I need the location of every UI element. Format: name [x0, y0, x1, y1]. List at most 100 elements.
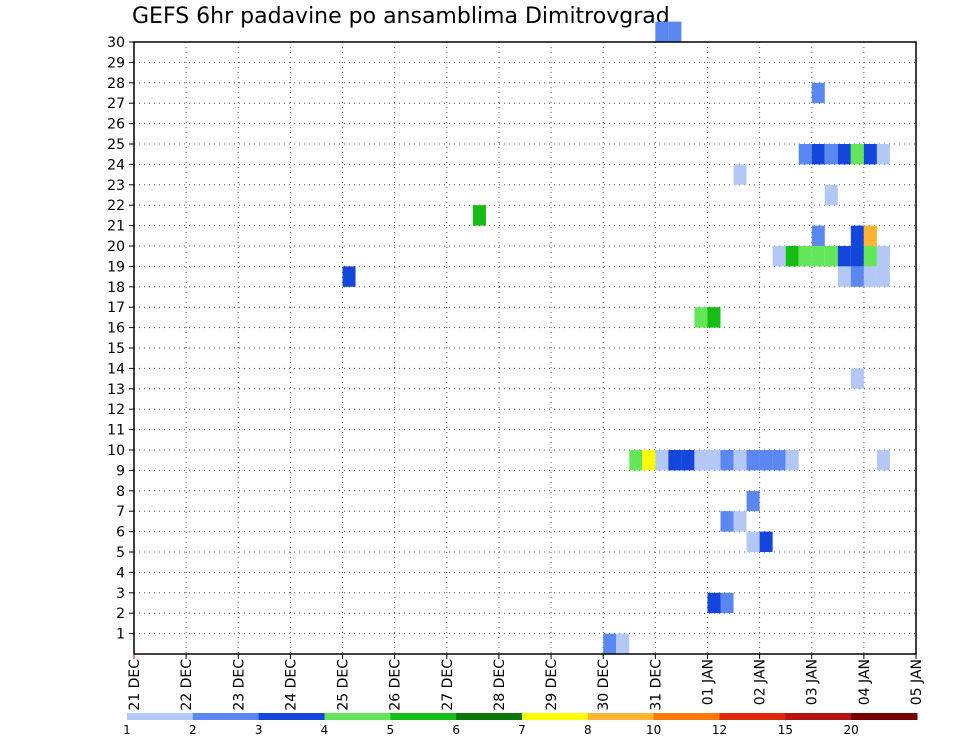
x-tick-label: 21 DEC — [127, 659, 143, 711]
y-tick-label: 18 — [107, 280, 125, 296]
data-cell — [694, 450, 708, 471]
x-tick-label: 28 DEC — [492, 659, 508, 711]
legend-label: 6 — [452, 723, 460, 737]
legend-label: 8 — [584, 723, 592, 737]
data-cell — [850, 144, 864, 165]
legend-label: 1 — [123, 723, 131, 737]
y-tick-label: 14 — [107, 361, 125, 377]
data-cell — [811, 82, 825, 104]
data-cell — [655, 21, 669, 42]
legend-label: 15 — [778, 723, 793, 737]
data-cell — [655, 450, 669, 471]
data-cell — [876, 450, 890, 471]
data-cell — [785, 246, 799, 267]
data-cell — [824, 246, 838, 267]
data-cell — [824, 184, 838, 206]
legend-label: 2 — [189, 723, 197, 737]
y-tick-label: 9 — [116, 463, 125, 479]
data-cell — [876, 266, 890, 287]
data-cell — [863, 266, 877, 287]
data-cell — [629, 450, 643, 471]
y-tick-label: 1 — [116, 627, 125, 643]
data-cell — [850, 266, 864, 287]
data-cell — [472, 205, 486, 226]
data-cell — [707, 592, 721, 614]
legend-swatch — [851, 713, 918, 720]
x-tick-label: 25 DEC — [336, 659, 352, 711]
data-cell — [811, 144, 825, 165]
y-tick-label: 26 — [107, 117, 125, 133]
data-cell — [720, 511, 734, 532]
legend-label: 10 — [646, 723, 661, 737]
data-cell — [746, 450, 760, 471]
y-tick-label: 20 — [107, 239, 125, 255]
y-tick-label: 28 — [107, 76, 125, 92]
x-tick-label: 04 JAN — [857, 659, 873, 705]
data-cell — [733, 511, 747, 532]
data-cell — [616, 633, 630, 654]
y-tick-label: 19 — [107, 259, 125, 275]
x-tick-label: 31 DEC — [648, 659, 664, 711]
data-cell — [668, 450, 682, 471]
data-cell — [733, 450, 747, 471]
y-tick-label: 8 — [116, 484, 125, 500]
legend-label: 20 — [844, 723, 859, 737]
y-tick-label: 12 — [107, 402, 125, 418]
x-tick-label: 26 DEC — [388, 659, 404, 711]
x-tick-label: 27 DEC — [440, 659, 456, 711]
data-cell — [694, 307, 708, 328]
data-cell — [342, 266, 356, 287]
y-tick-label: 11 — [107, 423, 125, 439]
y-tick-label: 7 — [116, 504, 125, 520]
legend-swatch — [192, 713, 260, 720]
y-tick-label: 24 — [107, 157, 125, 173]
y-tick-label: 2 — [116, 606, 125, 622]
y-tick-label: 15 — [107, 341, 125, 357]
x-tick-label: 30 DEC — [596, 659, 612, 711]
data-cell — [772, 450, 786, 471]
data-cell — [759, 450, 773, 471]
data-cell — [746, 490, 760, 512]
y-tick-label: 5 — [116, 545, 125, 561]
legend-swatch — [587, 713, 655, 720]
y-tick-label: 29 — [107, 55, 125, 71]
data-cell — [707, 307, 721, 328]
data-cell — [811, 225, 825, 246]
y-tick-label: 4 — [116, 565, 125, 581]
legend-label: 7 — [518, 723, 526, 737]
data-cell — [876, 246, 890, 267]
legend-swatch — [127, 713, 194, 720]
y-tick-label: 17 — [107, 300, 125, 316]
data-cell — [850, 225, 864, 246]
data-cell — [798, 144, 812, 165]
y-tick-label: 22 — [107, 198, 125, 214]
data-cell — [785, 450, 799, 471]
y-tick-label: 30 — [107, 35, 125, 51]
legend-swatch — [522, 713, 589, 720]
data-cell — [668, 21, 682, 42]
x-tick-label: 29 DEC — [544, 659, 560, 711]
y-tick-label: 6 — [116, 525, 125, 541]
x-tick-label: 03 JAN — [805, 659, 821, 705]
data-cell — [720, 450, 734, 471]
data-cell — [759, 531, 773, 552]
legend-swatch — [324, 713, 391, 720]
y-tick-label: 23 — [107, 178, 125, 194]
legend-swatch — [653, 713, 720, 720]
x-tick-label: 02 JAN — [753, 659, 769, 705]
data-cell — [863, 246, 877, 267]
data-cell — [707, 450, 721, 471]
data-cell — [681, 450, 695, 471]
x-tick-label: 23 DEC — [231, 659, 247, 711]
legend-label: 3 — [255, 723, 263, 737]
data-cell — [642, 450, 656, 471]
data-cell — [720, 592, 734, 614]
data-cell — [837, 266, 851, 287]
y-tick-label: 16 — [107, 321, 125, 337]
y-tick-label: 13 — [107, 382, 125, 398]
x-tick-label: 01 JAN — [700, 659, 716, 705]
chart-title: GEFS 6hr padavine po ansamblima Dimitrov… — [132, 4, 670, 29]
y-tick-label: 21 — [107, 219, 125, 235]
data-cell — [850, 368, 864, 389]
